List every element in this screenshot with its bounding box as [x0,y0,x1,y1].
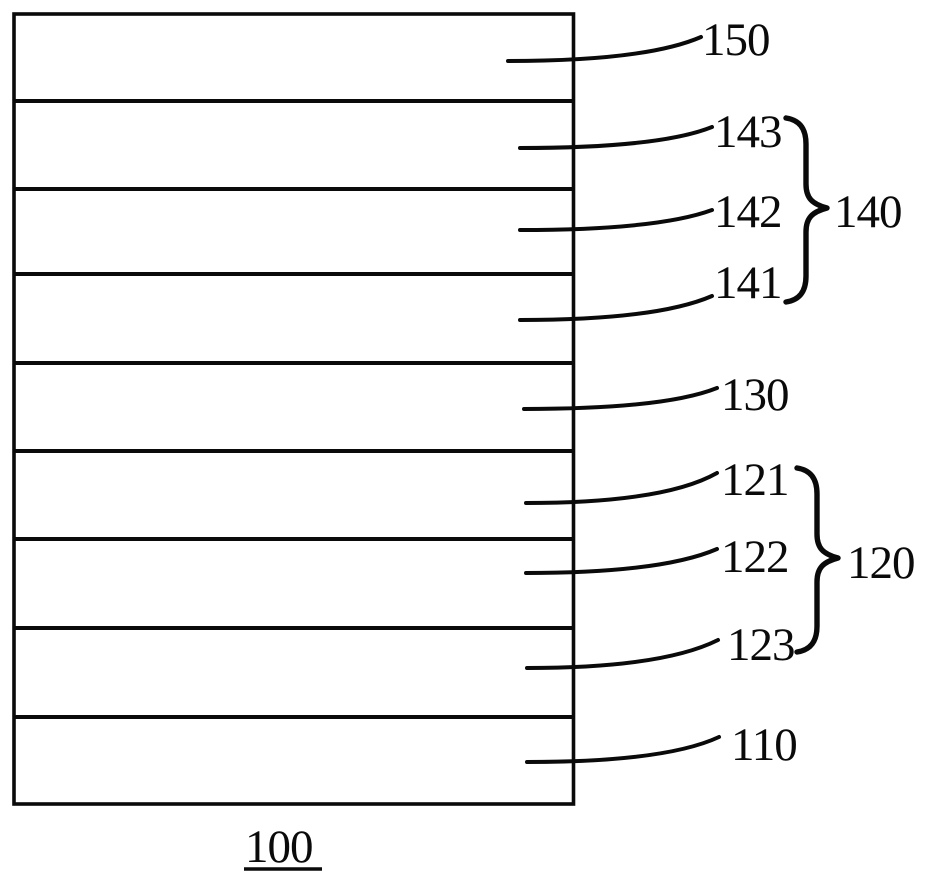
label-150: 150 [702,14,770,66]
leader-line-142 [518,208,714,232]
leader-line-150 [506,35,703,63]
label-130: 130 [721,369,789,421]
label-142: 142 [714,186,782,238]
label-141: 141 [714,257,782,309]
label-120: 120 [847,537,915,589]
layer-stack-outline [12,12,576,806]
leader-line-143 [518,125,714,150]
label-143: 143 [714,106,782,158]
label-140: 140 [834,186,902,238]
label-110: 110 [731,719,797,771]
leader-line-110 [525,735,721,764]
brace-group-120 [794,465,841,655]
brace-group-140 [783,115,830,305]
label-121: 121 [721,454,789,506]
leader-line-122 [524,547,719,575]
leader-line-123 [525,638,720,670]
leader-line-141 [518,294,714,322]
leader-line-121 [524,471,719,505]
leader-line-130 [522,386,719,411]
label-123: 123 [727,619,795,671]
figure-number: 100 [245,821,313,873]
label-122: 122 [721,531,789,583]
